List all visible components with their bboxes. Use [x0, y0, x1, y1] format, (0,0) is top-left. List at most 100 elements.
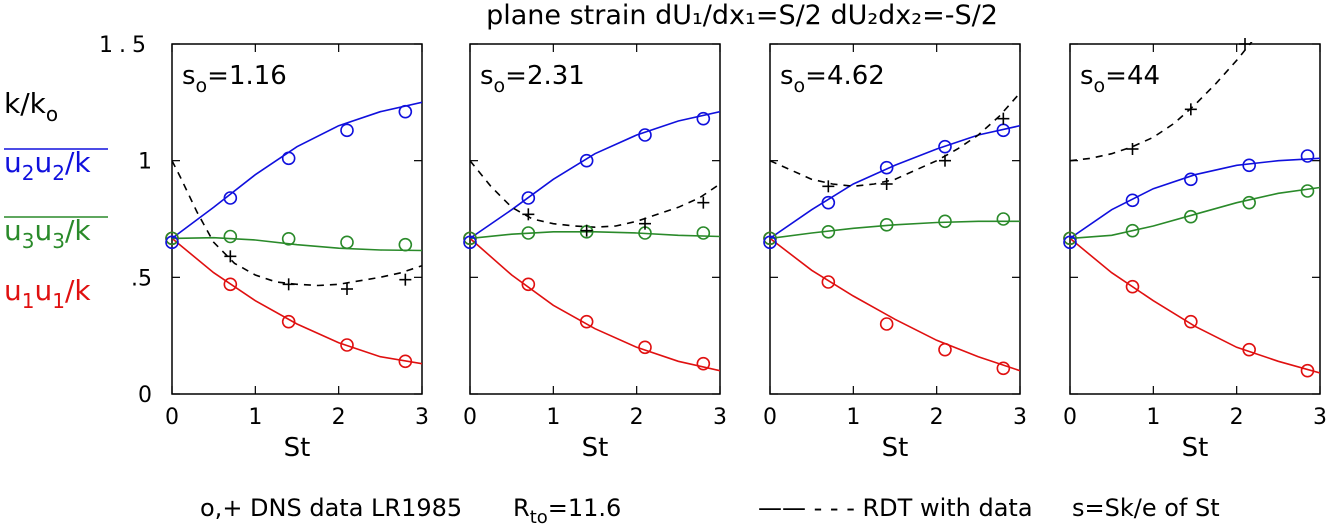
point-u2u2 [1300, 149, 1315, 163]
curve-u1u1 [470, 237, 720, 372]
point-u3u3 [1300, 184, 1315, 198]
x-tick-label: 2 [1230, 405, 1244, 430]
point-u2u2 [821, 195, 836, 210]
y-tick-label: 0 [138, 383, 152, 408]
point-u1u1 [879, 317, 894, 331]
point-u2u2 [1242, 158, 1256, 173]
point-u1u1 [281, 314, 296, 329]
point-u2u2 [763, 235, 777, 250]
svg-text:u1u1/k: u1u1/k [4, 274, 91, 313]
curve-u2u2 [1070, 157, 1320, 240]
point-u2u2 [398, 104, 413, 119]
curve-u1u1 [770, 237, 1020, 372]
label-u2u2: u2u2/k [4, 146, 108, 185]
point-u2u2 [938, 139, 952, 154]
point-u2u2 [165, 235, 179, 250]
svg-text:u2u2/k: u2u2/k [4, 146, 91, 185]
point-u3u3 [938, 214, 952, 229]
point-u2u2 [1184, 172, 1198, 187]
point-u3u3 [821, 225, 836, 239]
y-tick-label: 1.5 [99, 33, 152, 58]
x-tick-label: 1 [1146, 405, 1160, 430]
point-k-plus [282, 278, 295, 291]
curve-k [172, 160, 422, 287]
point-u1u1 [1125, 279, 1140, 294]
point-u2u2 [340, 123, 354, 138]
x-tick-label: 2 [930, 405, 944, 430]
curve-u3u3 [172, 236, 422, 252]
point-u1u1 [1300, 363, 1315, 378]
point-u2u2 [1125, 193, 1140, 208]
x-tick-label: 1 [846, 405, 860, 430]
point-u1u1 [938, 342, 952, 357]
point-k-plus [822, 180, 835, 193]
y-tick-label: .5 [131, 266, 152, 291]
point-k-plus [997, 112, 1010, 125]
point-u2u2 [579, 153, 594, 168]
panel-1: 0 1 2 3 0 .5 1 1.5 St so=1.16 [99, 33, 429, 463]
x-tick-label: 1 [248, 405, 262, 430]
point-u2u2 [223, 191, 238, 205]
point-u2u2 [281, 151, 296, 166]
point-u3u3 [340, 235, 354, 250]
curve-u3u3 [1070, 186, 1320, 240]
x-tick-label: 2 [332, 405, 346, 430]
point-u3u3 [1125, 223, 1140, 238]
panel-2: 0 1 2 3 St so=2.31 [463, 43, 727, 463]
point-u2u2 [879, 160, 894, 175]
x-axis-label: St [1182, 433, 1209, 463]
point-k-plus [522, 208, 535, 221]
point-k-plus [1184, 103, 1197, 116]
point-u2u2 [638, 128, 652, 142]
point-u1u1 [638, 340, 652, 355]
point-u1u1 [1184, 314, 1198, 329]
point-k-plus [224, 250, 237, 263]
curve-k [1070, 42, 1253, 162]
figure-title: plane strain dU₁/dx₁=S/2 dU₂dx₂=-S/2 [486, 0, 998, 31]
panel-annotation: so=4.62 [780, 61, 885, 97]
point-k-plus [580, 224, 593, 237]
point-u1u1 [1242, 342, 1256, 357]
point-u3u3 [223, 229, 238, 244]
point-u3u3 [879, 218, 894, 232]
curve-u3u3 [470, 231, 720, 240]
legend-markers: o,+ DNS data LR1985 [200, 494, 462, 522]
point-u1u1 [996, 361, 1011, 376]
point-u3u3 [165, 231, 179, 246]
point-u1u1 [821, 275, 836, 289]
point-u3u3 [398, 237, 413, 252]
point-u1u1 [521, 277, 536, 292]
point-u3u3 [1242, 195, 1256, 210]
point-u3u3 [463, 231, 477, 246]
point-k-plus [939, 154, 951, 167]
curve-u1u1 [172, 237, 422, 365]
point-k-plus [880, 178, 893, 190]
curve-u1u1 [1070, 237, 1320, 374]
x-axis-label: St [284, 433, 311, 463]
x-axis-label: St [582, 433, 609, 463]
point-u2u2 [463, 235, 477, 250]
x-axis-label: St [882, 433, 909, 463]
curve-u3u3 [770, 220, 1020, 240]
point-u3u3 [281, 232, 296, 246]
point-u1u1 [696, 356, 711, 371]
x-tick-label: 0 [165, 405, 179, 430]
x-tick-label: 0 [463, 405, 477, 430]
panel-4: 0 1 2 3 St so=44 [1063, 38, 1327, 463]
panel-frame [1069, 43, 1321, 395]
point-u3u3 [763, 231, 777, 246]
label-k: k/ko [4, 87, 58, 126]
svg-text:u3u3/k: u3u3/k [4, 214, 91, 253]
panel-3: 0 1 2 3 St so=4.62 [763, 43, 1027, 463]
legend-reynolds: Rto=11.6 [513, 494, 621, 528]
point-u3u3 [1184, 209, 1198, 224]
point-u1u1 [579, 314, 594, 329]
panel-frame [171, 43, 423, 395]
legend-lines: —— - - - RDT with data [758, 494, 1033, 522]
point-u1u1 [398, 354, 413, 369]
curve-k [470, 160, 720, 229]
curve-u2u2 [470, 110, 720, 240]
point-k-plus [639, 217, 651, 230]
point-u3u3 [696, 226, 711, 240]
